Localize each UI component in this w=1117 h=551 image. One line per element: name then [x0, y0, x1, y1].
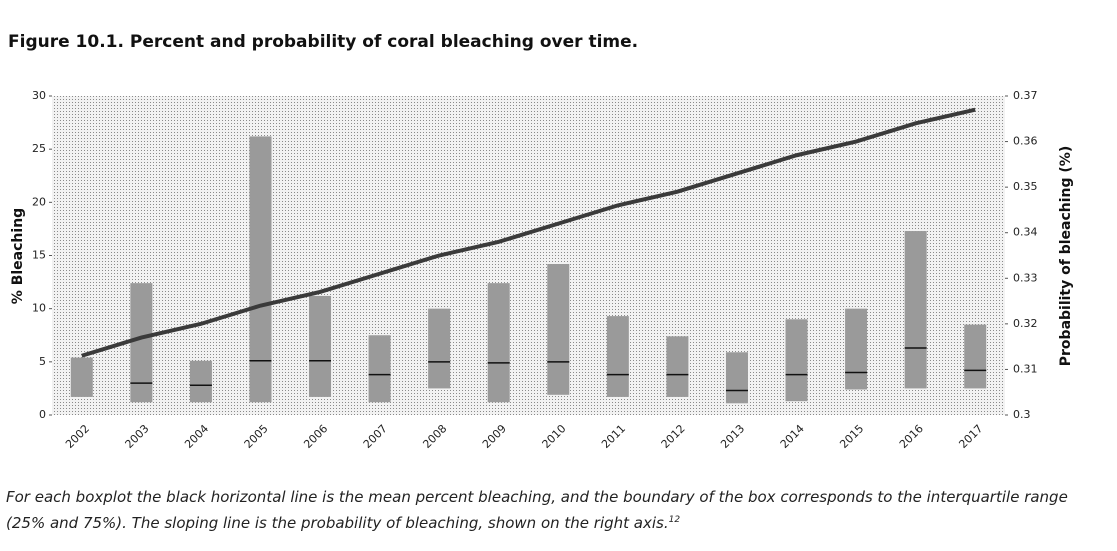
x-tick-label: 2003	[123, 422, 152, 451]
box	[70, 357, 93, 397]
y2-tick-label: 0.33	[1013, 271, 1038, 284]
box	[368, 335, 391, 403]
x-tick-label: 2011	[599, 422, 628, 451]
y2-tick-label: 0.3	[1013, 408, 1031, 421]
y2-tick-label: 0.31	[1013, 362, 1038, 375]
box	[785, 319, 808, 402]
x-tick-label: 2016	[897, 422, 926, 451]
x-tick-label: 2013	[718, 422, 747, 451]
x-tick-label: 2017	[956, 422, 985, 451]
y2-tick-label: 0.34	[1013, 226, 1038, 239]
y-tick-label: 0	[39, 408, 46, 421]
box	[666, 336, 689, 397]
box	[487, 283, 510, 403]
x-tick-label: 2006	[301, 422, 330, 451]
y-tick-label: 15	[32, 249, 46, 262]
footnote-marker: 12	[668, 515, 681, 525]
y-tick-label: 5	[39, 355, 46, 368]
box	[606, 316, 629, 397]
box	[725, 352, 748, 404]
y2-tick-label: 0.37	[1013, 89, 1038, 102]
y-tick-label: 10	[32, 302, 46, 315]
box	[964, 324, 987, 389]
box	[547, 264, 570, 395]
x-tick-label: 2009	[480, 422, 509, 451]
box	[904, 231, 927, 389]
y-tick-label: 20	[32, 195, 46, 208]
y2-tick-label: 0.36	[1013, 135, 1038, 148]
caption-text: For each boxplot the black horizontal li…	[6, 488, 1068, 532]
y-tick-label: 30	[32, 89, 46, 102]
box	[309, 295, 332, 397]
y2-tick-label: 0.32	[1013, 317, 1038, 330]
y-axis-label: % Bleaching	[10, 208, 26, 304]
x-tick-label: 2008	[420, 422, 449, 451]
box	[428, 308, 451, 389]
y2-tick-label: 0.35	[1013, 180, 1038, 193]
x-tick-label: 2004	[182, 422, 211, 451]
box	[189, 360, 212, 403]
x-tick-label: 2007	[361, 422, 390, 451]
x-tick-label: 2005	[242, 422, 271, 451]
y-tick-label: 25	[32, 142, 46, 155]
chart-title: Figure 10.1. Percent and probability of …	[8, 32, 638, 52]
x-tick-label: 2014	[778, 422, 807, 451]
y2-axis-label: Probability of bleaching (%)	[1058, 146, 1074, 366]
x-tick-label: 2015	[837, 422, 866, 451]
x-tick-label: 2010	[540, 422, 569, 451]
x-tick-label: 2002	[63, 422, 92, 451]
x-tick-label: 2012	[659, 422, 688, 451]
caption-box: For each boxplot the black horizontal li…	[6, 486, 1106, 535]
caption: For each boxplot the black horizontal li…	[6, 486, 1106, 535]
box	[130, 283, 153, 403]
probability-line	[81, 107, 976, 358]
box	[845, 308, 868, 390]
box	[249, 136, 272, 403]
